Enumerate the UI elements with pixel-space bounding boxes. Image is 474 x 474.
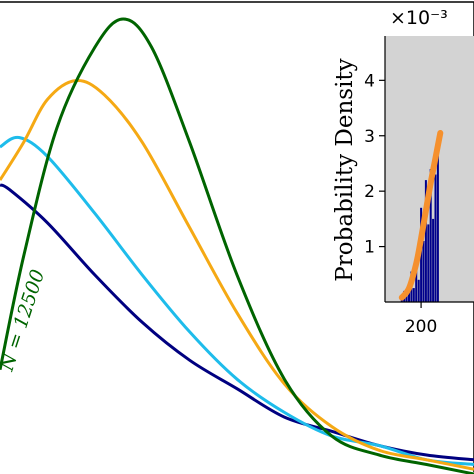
inset-y-tick-label: 2 [364, 182, 375, 202]
histogram-bar-11 [424, 180, 427, 302]
histogram-bar-6 [412, 288, 415, 302]
histogram-bar-16 [436, 144, 439, 302]
inset-fit-curve [398, 130, 444, 301]
histogram-bar-10 [422, 241, 425, 302]
histogram-bar-8 [417, 279, 420, 302]
series-line-4 [0, 17, 474, 474]
inset-x-ticks: 200 [405, 302, 437, 337]
main-series-layer [0, 17, 474, 474]
histogram-bar-13 [429, 169, 432, 302]
histogram-bar-15 [434, 174, 437, 302]
inset-y-tick-label: 3 [364, 127, 375, 147]
n-annotation: N = 12500 [0, 267, 49, 375]
histogram-bar-12 [427, 224, 430, 302]
histogram-bar-3 [405, 293, 408, 302]
inset-y-label: Probability Density [332, 58, 358, 281]
histogram-bar-14 [432, 218, 435, 302]
inset-y-ticks: 1 2 3 4 [364, 71, 385, 258]
histogram-bar-7 [415, 268, 418, 303]
inset-histogram: 1 2 3 4 200 ×10⁻³ Probability Density [332, 7, 474, 337]
inset-y-multiplier: ×10⁻³ [390, 7, 448, 29]
inset-x-tick-label: 200 [405, 317, 437, 337]
series-line-3 [0, 79, 474, 471]
inset-y-tick-label: 1 [364, 238, 375, 258]
inset-plot-area [385, 36, 474, 302]
inset-y-tick-label: 4 [364, 71, 375, 91]
